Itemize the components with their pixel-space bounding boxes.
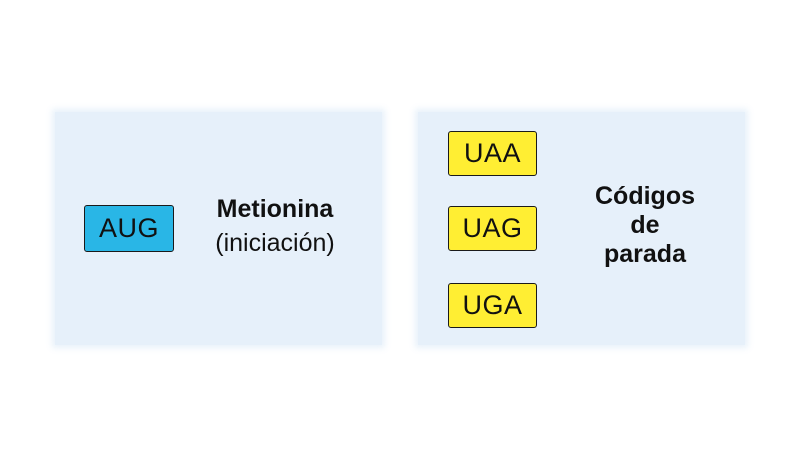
stop-codon-box: UAA <box>448 131 537 176</box>
stop-codons-title: Códigos de parada <box>565 182 725 269</box>
start-codon-box: AUG <box>84 205 174 252</box>
stop-title-line: parada <box>604 240 686 268</box>
start-amino-acid-label: Metionina <box>216 195 334 223</box>
stop-title-line: de <box>630 211 660 239</box>
stop-codon-box: UGA <box>448 283 537 328</box>
start-note-label: (iniciación) <box>215 229 335 257</box>
stop-title-line: Códigos <box>595 182 695 210</box>
stop-codon-box: UAG <box>448 206 537 251</box>
